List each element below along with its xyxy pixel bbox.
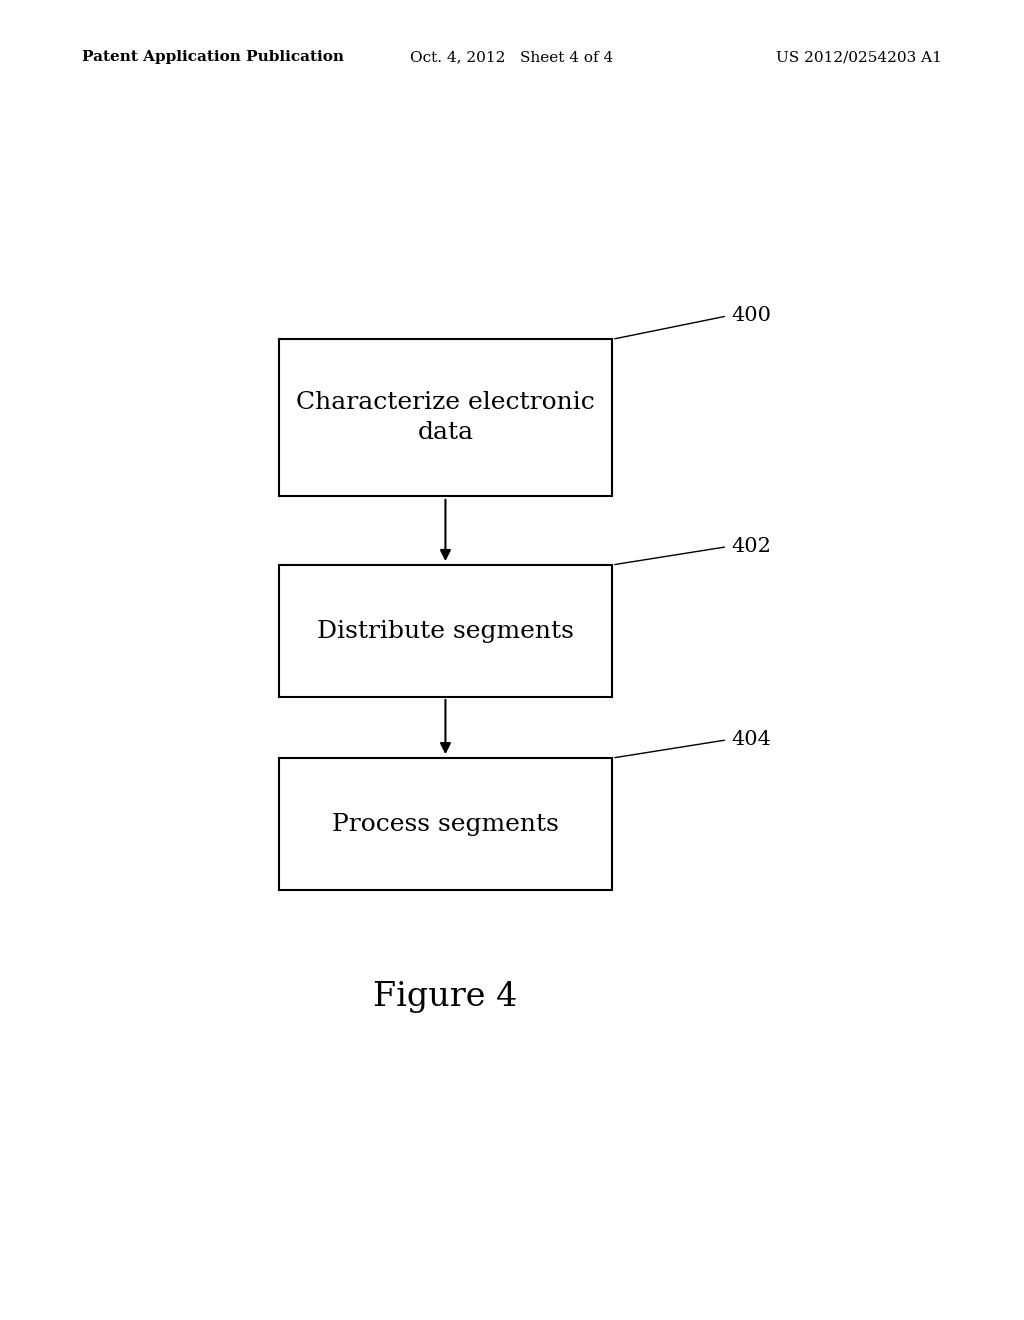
Text: 400: 400: [731, 306, 771, 326]
Text: US 2012/0254203 A1: US 2012/0254203 A1: [776, 50, 942, 65]
Text: 402: 402: [731, 537, 771, 556]
Text: Characterize electronic
data: Characterize electronic data: [296, 391, 595, 445]
Bar: [279, 339, 612, 496]
Text: Patent Application Publication: Patent Application Publication: [82, 50, 344, 65]
Bar: [279, 565, 612, 697]
Text: 404: 404: [731, 730, 771, 750]
Text: Distribute segments: Distribute segments: [317, 619, 573, 643]
Bar: [279, 758, 612, 890]
Text: Oct. 4, 2012   Sheet 4 of 4: Oct. 4, 2012 Sheet 4 of 4: [411, 50, 613, 65]
Text: Figure 4: Figure 4: [374, 981, 517, 1012]
Text: Process segments: Process segments: [332, 813, 559, 836]
